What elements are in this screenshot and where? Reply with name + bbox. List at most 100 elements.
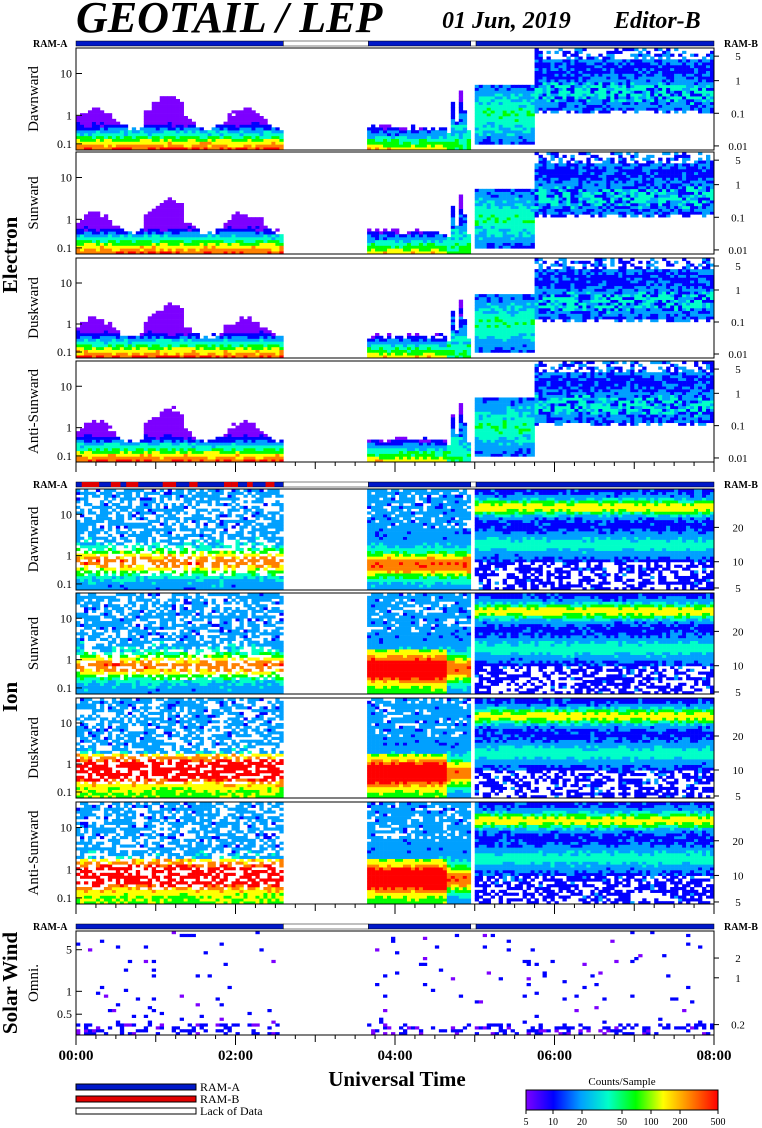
heatmap-cell — [208, 139, 212, 142]
heatmap-cell — [144, 130, 148, 133]
heatmap-cell — [251, 142, 255, 145]
heatmap-cell — [499, 116, 503, 119]
heatmap-cell — [76, 119, 80, 122]
heatmap-cell — [180, 102, 184, 105]
heatmap-cell — [618, 96, 622, 99]
heatmap-cell — [216, 139, 220, 142]
heatmap-cell — [208, 144, 212, 147]
heatmap-cell — [148, 122, 152, 125]
heatmap-cell — [439, 139, 443, 142]
heatmap-cell — [539, 51, 543, 54]
heatmap-cell — [491, 127, 495, 130]
heatmap-cell — [566, 88, 570, 91]
heatmap-cell — [610, 62, 614, 65]
heatmap-cell — [263, 144, 267, 147]
heatmap-cell — [224, 125, 228, 128]
heatmap-cell — [495, 113, 499, 116]
heatmap-cell — [379, 130, 383, 133]
heatmap-cell — [582, 102, 586, 105]
heatmap-cell — [523, 102, 527, 105]
heatmap-cell — [618, 108, 622, 111]
heatmap-cell — [610, 59, 614, 62]
heatmap-cell — [383, 127, 387, 130]
heatmap-cell — [116, 130, 120, 133]
heatmap-cell — [543, 110, 547, 113]
heatmap-cell — [76, 125, 80, 128]
heatmap-cell — [447, 133, 451, 136]
heatmap-cell — [232, 136, 236, 139]
heatmap-cell — [228, 130, 232, 133]
heatmap-cell — [487, 125, 491, 128]
heatmap-cell — [602, 91, 606, 94]
heatmap-cell — [243, 142, 247, 145]
heatmap-cell — [495, 122, 499, 125]
heatmap-cell — [491, 142, 495, 145]
heatmap-cell — [547, 102, 551, 105]
heatmap-cell — [184, 136, 188, 139]
heatmap-cell — [423, 130, 427, 133]
heatmap-cell — [108, 119, 112, 122]
heatmap-cell — [503, 130, 507, 133]
heatmap-cell — [570, 76, 574, 79]
heatmap-cell — [539, 82, 543, 85]
heatmap-cell — [463, 136, 467, 139]
heatmap-cell — [124, 125, 128, 128]
heatmap-cell — [586, 99, 590, 102]
heatmap-cell — [523, 127, 527, 130]
heatmap-cell — [144, 119, 148, 122]
heatmap-cell — [558, 102, 562, 105]
heatmap-cell — [527, 127, 531, 130]
heatmap-cell — [239, 133, 243, 136]
heatmap-cell — [275, 133, 279, 136]
heatmap-cell — [622, 91, 626, 94]
heatmap-cell — [239, 130, 243, 133]
heatmap-cell — [431, 127, 435, 130]
heatmap-cell — [251, 119, 255, 122]
heatmap-cell — [626, 102, 630, 105]
heatmap-cell — [594, 59, 598, 62]
heatmap-cell — [610, 96, 614, 99]
heatmap-cell — [407, 142, 411, 145]
heatmap-cell — [279, 133, 283, 136]
heatmap-cell — [547, 85, 551, 88]
heatmap-cell — [574, 96, 578, 99]
heatmap-cell — [475, 136, 479, 139]
heatmap-cell — [247, 136, 251, 139]
heatmap-cell — [188, 127, 192, 130]
heatmap-cell — [156, 113, 160, 116]
heatmap-cell — [224, 130, 228, 133]
heatmap-cell — [236, 139, 240, 142]
heatmap-cell — [570, 62, 574, 65]
heatmap-cell — [112, 130, 116, 133]
heatmap-cell — [96, 139, 100, 142]
heatmap-cell — [574, 110, 578, 113]
heatmap-cell — [391, 142, 395, 145]
heatmap-cell — [164, 116, 168, 119]
heatmap-cell — [487, 91, 491, 94]
heatmap-cell — [463, 139, 467, 142]
heatmap-cell — [407, 130, 411, 133]
heatmap-cell — [96, 110, 100, 113]
heatmap-cell — [630, 99, 634, 102]
heatmap-cell — [594, 76, 598, 79]
heatmap-cell — [204, 144, 208, 147]
heatmap-cell — [160, 108, 164, 111]
heatmap-cell — [367, 130, 371, 133]
heatmap-cell — [602, 85, 606, 88]
heatmap-cell — [92, 133, 96, 136]
heatmap-cell — [459, 116, 463, 119]
heatmap-cell — [172, 142, 176, 145]
heatmap-cell — [555, 105, 559, 108]
heatmap-cell — [176, 116, 180, 119]
heatmap-cell — [180, 105, 184, 108]
heatmap-cell — [96, 116, 100, 119]
heatmap-cell — [168, 127, 172, 130]
heatmap-cell — [152, 136, 156, 139]
heatmap-cell — [606, 59, 610, 62]
heatmap-cell — [251, 110, 255, 113]
heatmap-cell — [555, 96, 559, 99]
heatmap-cell — [479, 99, 483, 102]
heatmap-cell — [487, 108, 491, 111]
heatmap-cell — [507, 88, 511, 91]
heatmap-cell — [427, 136, 431, 139]
